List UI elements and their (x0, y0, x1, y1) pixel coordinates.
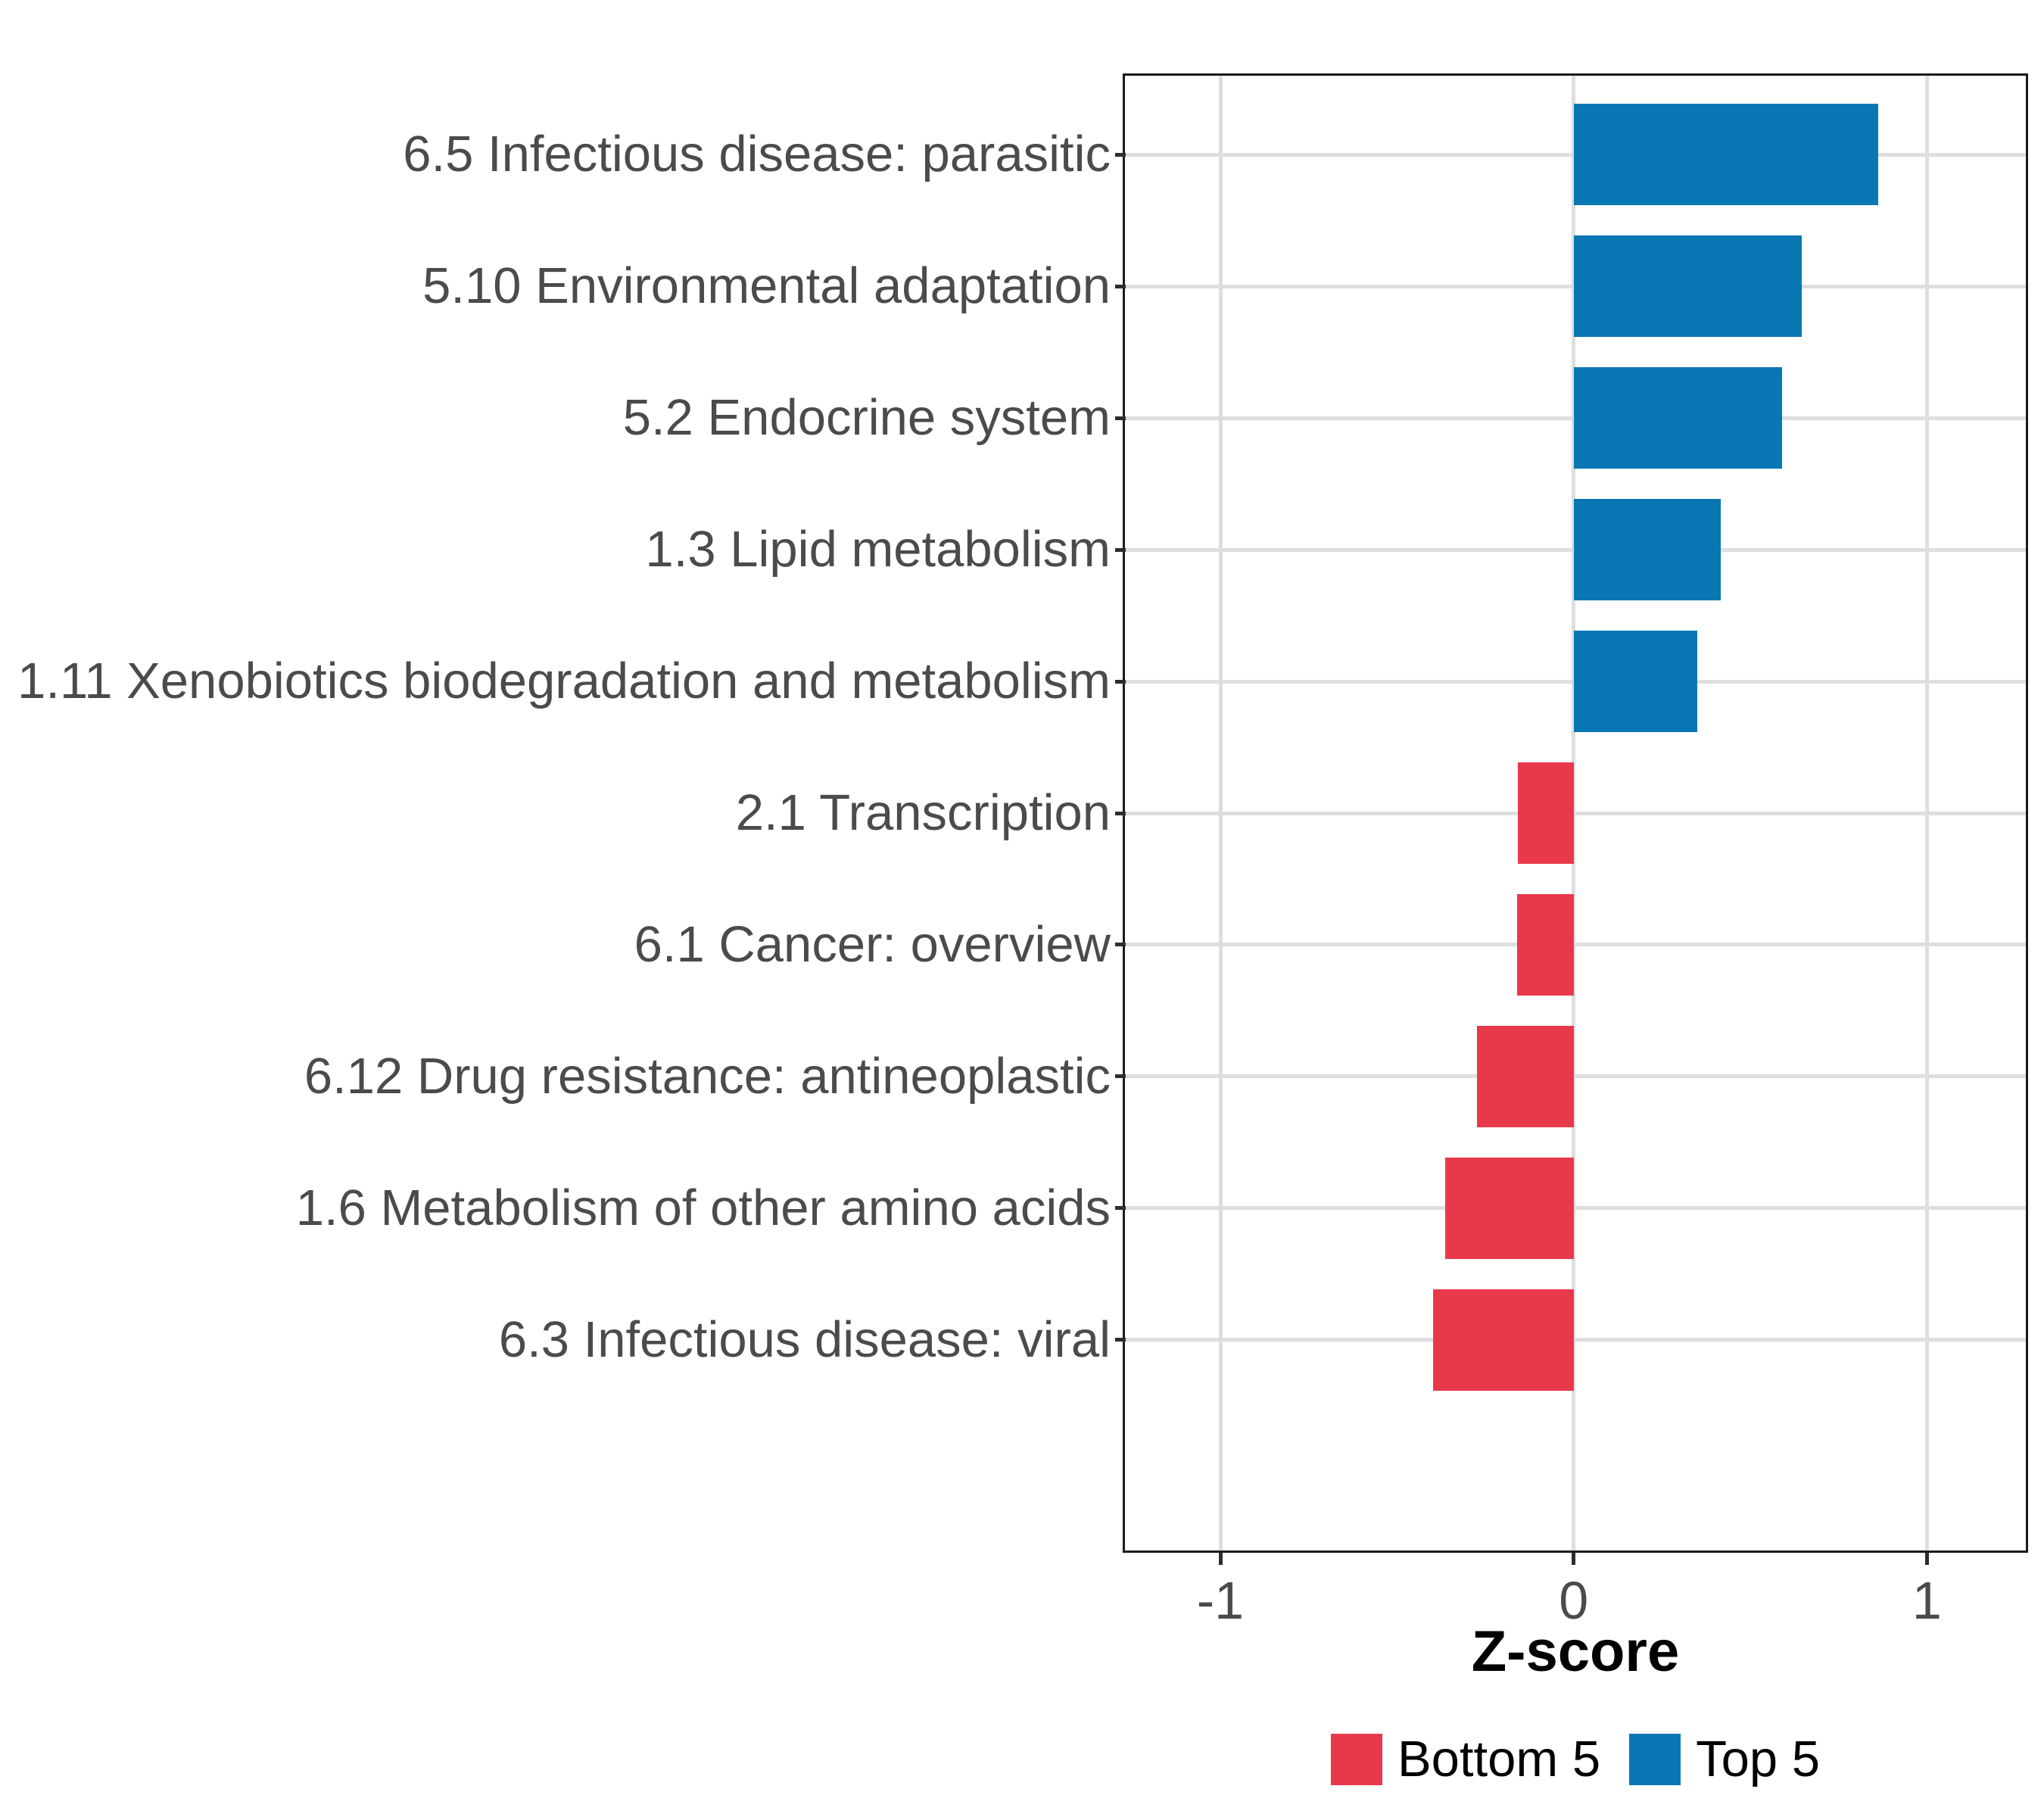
y-axis-label: 5.10 Environmental adaptation (422, 257, 1111, 315)
legend-label: Bottom 5 (1397, 1731, 1601, 1787)
y-axis-tick (1115, 1206, 1126, 1211)
bar-top5 (1573, 499, 1721, 601)
x-axis-tick-label: 1 (1912, 1571, 1942, 1630)
bar-bottom5 (1517, 893, 1574, 996)
y-axis-labels: 6.5 Infectious disease: parasitic 5.10 En… (0, 76, 1111, 1551)
bar-top5 (1573, 235, 1802, 338)
legend-item-bottom-5: Bottom 5 (1330, 1731, 1601, 1787)
legend-swatch-top5 (1629, 1734, 1681, 1785)
bar-bottom5 (1432, 1289, 1574, 1391)
y-axis-label: 2.1 Transcription (735, 784, 1111, 841)
legend-swatch-bottom5 (1330, 1734, 1382, 1785)
y-axis-tick (1115, 1074, 1126, 1079)
gridline-y (1125, 943, 2026, 947)
y-axis-label: 1.3 Lipid metabolism (645, 521, 1111, 578)
x-axis-tick (1924, 1553, 1929, 1565)
y-axis-label: 6.12 Drug resistance: antineoplastic (304, 1047, 1111, 1105)
plot-panel (1123, 73, 2028, 1553)
legend-label: Top 5 (1696, 1731, 1821, 1787)
x-axis-tick (1218, 1553, 1223, 1565)
y-axis-tick (1115, 152, 1126, 157)
y-axis-label: 6.3 Infectious disease: viral (498, 1311, 1111, 1368)
y-axis-tick (1115, 943, 1126, 947)
y-axis-tick (1115, 416, 1126, 420)
legend: Bottom 5 Top 5 (1125, 1732, 2026, 1787)
x-axis-tick-label: 0 (1559, 1571, 1589, 1630)
bar-bottom5 (1518, 762, 1574, 864)
bar-bottom5 (1476, 1025, 1574, 1127)
bar-top5 (1573, 367, 1783, 469)
bar-top5 (1573, 104, 1879, 206)
gridline-y (1125, 1074, 2026, 1079)
x-axis-tick-label: -1 (1196, 1571, 1245, 1630)
y-axis-label: 5.2 Endocrine system (622, 389, 1111, 447)
y-axis-label: 1.6 Metabolism of other amino acids (295, 1179, 1111, 1236)
y-axis-tick (1115, 284, 1126, 288)
gridline-y (1125, 811, 2026, 815)
y-axis-label: 1.11 Xenobiotics biodegradation and meta… (17, 653, 1111, 710)
legend-item-top-5: Top 5 (1629, 1733, 1820, 1786)
y-axis-label: 6.1 Cancer: overview (634, 915, 1111, 973)
x-axis-title: Z-score (1471, 1619, 1680, 1684)
y-axis-label: 6.5 Infectious disease: parasitic (403, 126, 1111, 183)
gridline-y (1125, 1338, 2026, 1342)
x-axis-tick (1572, 1553, 1576, 1565)
y-axis-tick (1115, 679, 1126, 684)
bar-bottom5 (1444, 1157, 1574, 1259)
y-axis-tick (1115, 547, 1126, 552)
y-axis-tick (1115, 811, 1126, 815)
gridline-y (1125, 1206, 2026, 1211)
y-axis-tick (1115, 1338, 1126, 1342)
bar-top5 (1573, 631, 1698, 733)
